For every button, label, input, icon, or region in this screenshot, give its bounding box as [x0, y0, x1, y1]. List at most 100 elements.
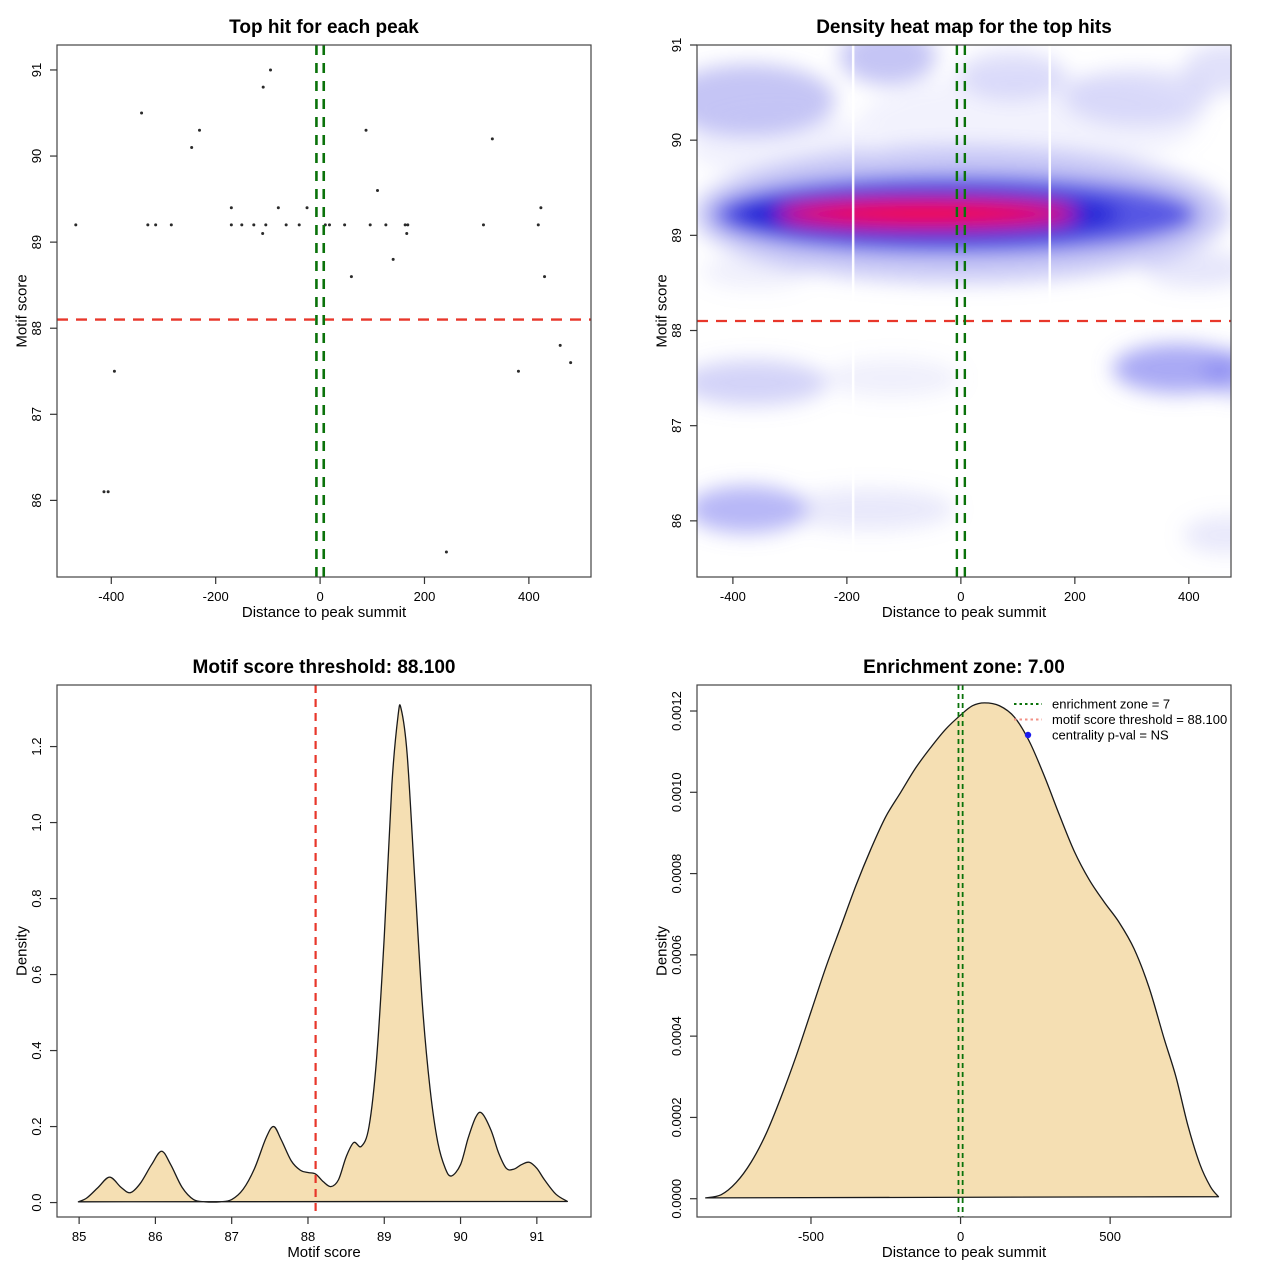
scatter-point: [481, 223, 485, 227]
scatter-point: [140, 111, 144, 115]
scatter-point: [229, 223, 233, 227]
density-blob: [824, 359, 961, 398]
scatter-point: [327, 223, 331, 227]
y-axis-label: Density: [13, 925, 31, 977]
scatter-point: [102, 490, 106, 494]
x-tick-label: 87: [224, 1229, 238, 1244]
scatter-point: [297, 223, 301, 227]
x-tick-label: 0: [316, 589, 323, 604]
x-tick-label: -400: [720, 589, 746, 604]
y-tick-label: 87: [29, 407, 44, 421]
panel-title: Top hit for each peak: [229, 17, 419, 38]
y-axis-label: Motif score: [13, 274, 31, 348]
y-tick-label: 90: [669, 133, 684, 147]
axis-tick-labels: -400 -200 0 200 400 86 87 88 89 90 91: [29, 63, 540, 604]
y-tick-label: 89: [29, 235, 44, 249]
scatter-point: [106, 490, 110, 494]
y-tick-label: 86: [669, 514, 684, 528]
scatter-point: [405, 232, 409, 236]
scatter-point: [190, 145, 194, 149]
scatter-point: [406, 223, 410, 227]
scatter-point: [305, 206, 309, 210]
axis-ticks: [50, 69, 530, 584]
density-blob: [697, 360, 828, 406]
axis-ticks: [690, 710, 1111, 1224]
y-tick-label: 0.0012: [669, 691, 684, 731]
y-axis-label: Density: [653, 925, 671, 977]
y-tick-label: 0.0008: [669, 854, 684, 894]
plot-border: [56, 684, 592, 1218]
x-tick-label: 200: [1064, 589, 1086, 604]
scatter-point: [264, 223, 268, 227]
scatter-point: [403, 223, 407, 227]
y-tick-label: 87: [669, 418, 684, 432]
y-tick-label: 0.0004: [669, 1016, 684, 1056]
density-blob: [839, 45, 937, 85]
y-axis-label: Motif score: [653, 274, 671, 348]
heatmap-blobs: [697, 45, 1231, 555]
density-blob: [701, 254, 810, 289]
enrichment-zone-density-svg: -500 0 500 0.0000 0.0002 0.0004 0.0006 0.0008 0.…: [669, 684, 1232, 1244]
density-blob: [697, 111, 870, 179]
y-tick-label: 0.4: [29, 1042, 44, 1060]
y-tick-label: 91: [29, 63, 44, 77]
density-blob: [1203, 350, 1231, 396]
density-blob: [1183, 45, 1231, 94]
scatter-point: [543, 275, 547, 279]
y-tick-label: 0.0: [29, 1194, 44, 1212]
scatter-point: [261, 232, 265, 236]
panel-enrichment-zone-density: -500 0 500 0.0000 0.0002 0.0004 0.0006 0.0008 0.…: [640, 640, 1280, 1280]
scatter-point: [198, 128, 201, 132]
scatter-point: [444, 550, 448, 554]
scatter-point: [490, 137, 494, 141]
x-tick-label: 400: [518, 589, 540, 604]
x-tick-label: 90: [453, 1229, 467, 1244]
scatter-point: [368, 223, 372, 227]
panel-title: Enrichment zone: 7.00: [863, 657, 1065, 678]
scatter-point: [391, 257, 395, 261]
x-tick-label: 500: [1099, 1229, 1121, 1244]
y-tick-label: 89: [669, 228, 684, 242]
scatter-point: [112, 369, 116, 373]
y-tick-label: 1.0: [29, 814, 44, 832]
motif-score-density-content: [77, 685, 568, 1217]
scatter-point: [516, 369, 520, 373]
plot-area-top-hit-scatter: -400 -200 0 200 400 86 87 88 89 90 91: [0, 0, 640, 640]
density-heatmap-content: [697, 45, 1231, 577]
top-hit-scatter-content: [57, 45, 591, 577]
scatter-point: [261, 85, 265, 89]
scatter-point: [539, 206, 543, 210]
x-tick-label: -200: [834, 589, 860, 604]
plot-border: [696, 44, 1232, 578]
density-blob: [1143, 249, 1231, 288]
density-heatmap-svg: -400 -200 0 200 400 86 87 88 89 90 91: [669, 38, 1232, 604]
scatter-point: [269, 68, 272, 72]
scatter-point: [252, 223, 256, 227]
axis-tick-labels: -500 0 500 0.0000 0.0002 0.0004 0.0006 0.0008 0.…: [669, 691, 1121, 1244]
x-tick-label: 86: [148, 1229, 162, 1244]
scatter-point: [74, 223, 78, 227]
y-tick-label: 0.0000: [669, 1179, 684, 1219]
scatter-point: [146, 223, 150, 227]
x-tick-label: 200: [414, 589, 436, 604]
scatter-point: [229, 206, 233, 210]
density-blob: [824, 204, 1030, 223]
scatter-point: [536, 223, 540, 227]
legend-marker-dot: [1024, 731, 1032, 739]
x-axis-label: Distance to peak summit: [881, 1244, 1047, 1261]
panel-title: Motif score threshold: 88.100: [192, 657, 456, 678]
density-blob: [858, 73, 1201, 169]
scatter-point: [376, 188, 379, 192]
y-tick-label: 88: [29, 321, 44, 335]
scatter-point: [343, 223, 347, 227]
x-tick-label: 85: [72, 1229, 86, 1244]
y-tick-label: 0.2: [29, 1118, 44, 1136]
scatter-point: [154, 223, 158, 227]
x-tick-label: 89: [377, 1229, 391, 1244]
scatter-point: [558, 343, 562, 347]
panel-title: Density heat map for the top hits: [816, 17, 1112, 38]
density-curve: [77, 704, 568, 1203]
scatter-point: [169, 223, 173, 227]
y-tick-label: 0.8: [29, 890, 44, 908]
scatter-point: [349, 275, 353, 279]
